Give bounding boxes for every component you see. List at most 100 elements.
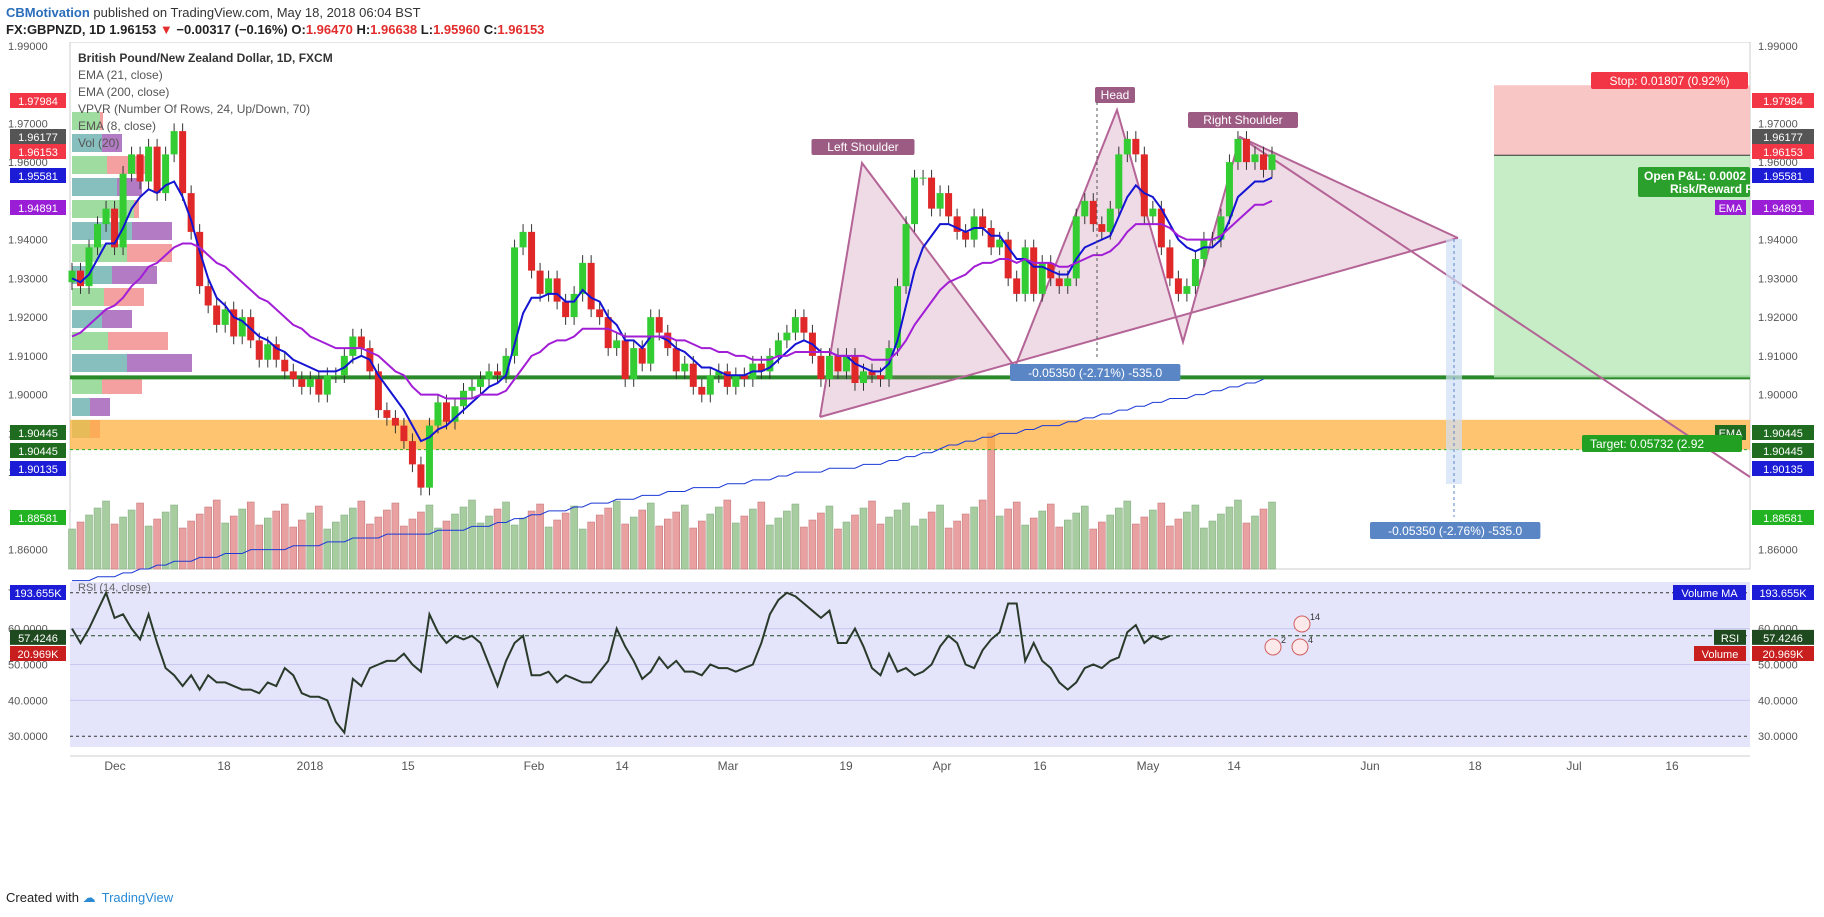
legend-ema21: EMA (21, close) bbox=[78, 68, 163, 82]
publisher-name[interactable]: CBMotivation bbox=[6, 5, 90, 20]
volume-bar bbox=[766, 524, 774, 570]
vpvr-up-bar bbox=[72, 112, 100, 130]
candle-body bbox=[919, 177, 927, 179]
volume-bar bbox=[383, 509, 391, 570]
candle-body bbox=[451, 406, 459, 422]
candle-body bbox=[213, 305, 221, 325]
target-label-bg bbox=[1582, 435, 1742, 452]
right-price-badge-text: 1.94891 bbox=[1763, 203, 1803, 215]
published-text: published on TradingView.com, May 18, 20… bbox=[93, 5, 421, 20]
volume-bar bbox=[1242, 522, 1251, 570]
candle-body bbox=[859, 371, 867, 383]
left-shoulder-label: Left Shoulder bbox=[827, 140, 898, 154]
candle-body bbox=[77, 270, 85, 287]
right-price-badge-text: 1.96177 bbox=[1763, 132, 1803, 144]
candle-body bbox=[1200, 239, 1208, 259]
volume-bar bbox=[800, 526, 808, 570]
price-change: −0.00317 (−0.16%) bbox=[176, 22, 288, 37]
price-tick-label-left: 1.90000 bbox=[8, 390, 48, 402]
candle-body bbox=[1149, 208, 1157, 217]
rsi-tag-badge bbox=[1714, 629, 1746, 645]
candle-body bbox=[1021, 247, 1029, 294]
candle-body bbox=[102, 208, 110, 225]
candle-body bbox=[962, 231, 970, 240]
time-tick-label: 18 bbox=[1468, 759, 1482, 773]
candle-body bbox=[255, 340, 263, 360]
left-price-badge-text: 1.96177 bbox=[18, 132, 58, 144]
legend-ema8: EMA (8, close) bbox=[78, 119, 156, 133]
candle-body bbox=[953, 216, 961, 232]
candle-body bbox=[289, 371, 297, 380]
left-price-badge-text: 193.655K bbox=[14, 588, 62, 600]
left-price-badge bbox=[10, 461, 66, 476]
volume-bar bbox=[1234, 499, 1242, 570]
vpvr-down-bar bbox=[127, 244, 172, 262]
time-tick-label: 2018 bbox=[297, 759, 324, 773]
right-tag-text: EMA bbox=[1719, 203, 1744, 215]
candle-body bbox=[187, 193, 195, 232]
rsi-tick-label: 40.0000 bbox=[1758, 695, 1798, 707]
volume-bar bbox=[1140, 516, 1149, 570]
position-tool[interactable] bbox=[1494, 85, 1750, 378]
volume-bar bbox=[791, 503, 800, 570]
volume-bar bbox=[1157, 502, 1166, 570]
candle-body bbox=[732, 375, 740, 387]
candle-body bbox=[519, 231, 527, 248]
event-badge-4-icon bbox=[1291, 638, 1309, 656]
right-price-badge bbox=[1752, 200, 1814, 215]
candle-body bbox=[587, 262, 595, 310]
candle-body bbox=[502, 355, 510, 376]
candle-body bbox=[323, 375, 331, 395]
left-price-badge bbox=[10, 144, 66, 159]
tradingview-logo-icon[interactable]: ☁ bbox=[82, 890, 96, 905]
right-price-badge-text: 1.96153 bbox=[1763, 147, 1803, 159]
volume-bar bbox=[178, 527, 187, 570]
volume-bar bbox=[442, 520, 451, 570]
price-tick-label: 1.92000 bbox=[1758, 312, 1798, 324]
vpvr-down-bar bbox=[112, 266, 157, 284]
candle-body bbox=[621, 340, 629, 380]
head-shoulders-pattern[interactable] bbox=[819, 106, 1751, 478]
tradingview-link[interactable]: TradingView bbox=[101, 890, 174, 905]
symbol-label: FX:GBPNZD, 1D bbox=[6, 22, 106, 37]
candle-body bbox=[553, 278, 561, 302]
down-arrow-icon: ▼ bbox=[159, 22, 173, 37]
volume-bar bbox=[1259, 508, 1268, 570]
trend-line bbox=[1239, 136, 1751, 478]
rsi-tick-label: 30.0000 bbox=[1758, 731, 1798, 743]
volume-bar bbox=[68, 528, 76, 570]
right-price-badge bbox=[1752, 129, 1814, 144]
candlesticks bbox=[68, 123, 1276, 496]
candle-body bbox=[562, 301, 570, 318]
vpvr-up-bar bbox=[72, 178, 117, 196]
volume-bar bbox=[638, 509, 646, 570]
chart-canvas[interactable]: RSI (14, close) 1.990001.990001.970001.9… bbox=[0, 42, 1824, 887]
time-tick-label: 16 bbox=[1665, 759, 1679, 773]
candle-body bbox=[604, 317, 612, 349]
candle-body bbox=[1217, 216, 1225, 240]
volume-bar bbox=[1123, 500, 1132, 570]
candle-body bbox=[842, 355, 850, 372]
volume-bar bbox=[1072, 512, 1081, 570]
candle-body bbox=[851, 355, 859, 383]
time-tick-label: 18 bbox=[217, 759, 231, 773]
right-price-badge bbox=[1752, 443, 1814, 458]
volume-bar bbox=[595, 514, 604, 570]
candle-body bbox=[638, 348, 646, 364]
candle-body bbox=[766, 355, 774, 372]
volume-bar bbox=[1038, 510, 1046, 570]
candle-body bbox=[315, 379, 323, 395]
price-pane-frame bbox=[69, 42, 1751, 570]
left-price-badge bbox=[10, 129, 66, 144]
candle-body bbox=[681, 363, 689, 372]
rsi-left-badge-text: 57.4246 bbox=[18, 633, 58, 645]
volume-bar bbox=[544, 526, 553, 570]
volume-bar bbox=[144, 525, 153, 570]
left-price-badge-text: 1.90135 bbox=[18, 464, 58, 476]
candle-body bbox=[306, 379, 314, 387]
volume-bar bbox=[1149, 509, 1157, 570]
rsi-tag-text: RSI bbox=[1721, 633, 1739, 645]
vpvr-down-bar bbox=[102, 310, 132, 328]
volume-bar bbox=[119, 516, 127, 570]
candle-body bbox=[834, 355, 842, 372]
